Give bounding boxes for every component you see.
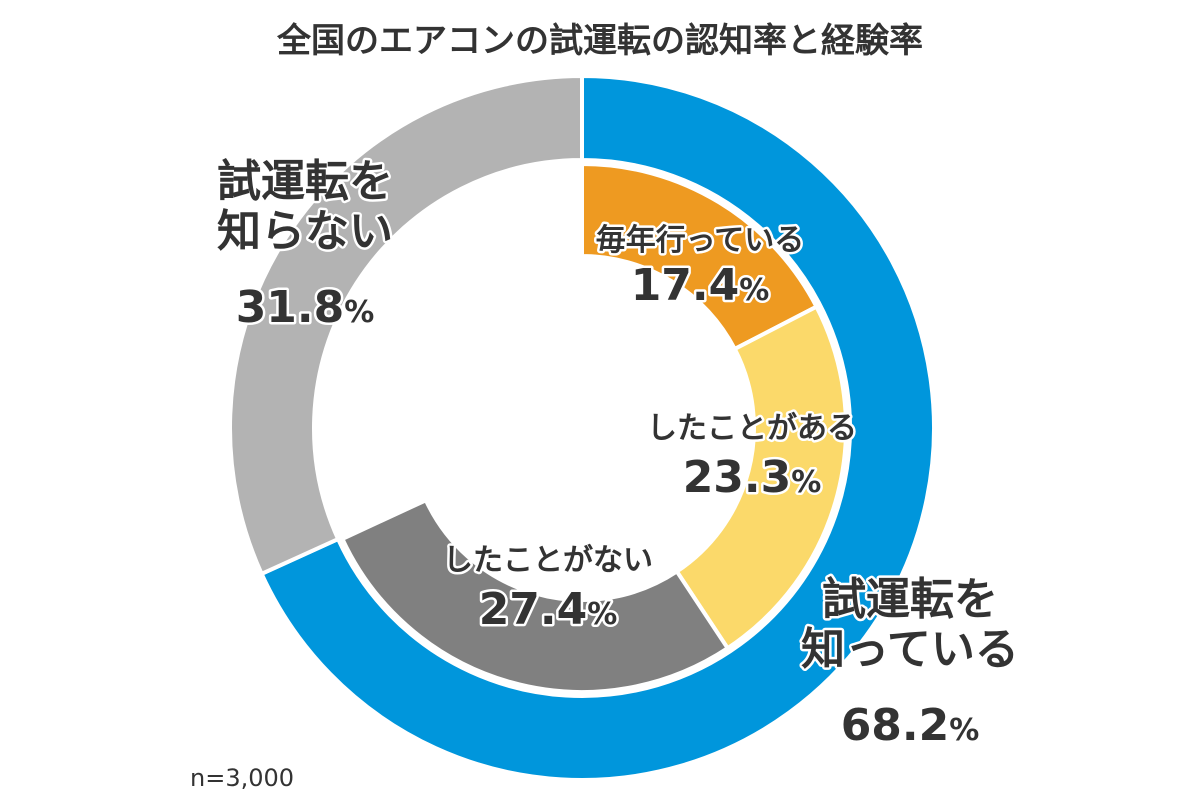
have-done-value: 23.3%: [683, 452, 822, 503]
unaware-label: 試運転を: [217, 156, 393, 207]
unaware-label: 知らない: [217, 206, 393, 257]
chart-title: 全国のエアコンの試運転の認知率と経験率: [276, 21, 923, 61]
never-done-value: 27.4%: [479, 584, 618, 635]
inner-slice-2: [339, 497, 731, 694]
never-done-label: したことがない: [443, 543, 653, 578]
aware-value: 68.2%: [841, 700, 980, 751]
outer-slice-0: [258, 73, 936, 782]
aware-label: 知っている: [801, 624, 1019, 675]
every-year-label: 毎年行っている: [596, 223, 805, 258]
outer-slice-1: [228, 73, 584, 577]
aware-label: 試運転を: [822, 574, 998, 625]
have-done-label: したことがある: [647, 411, 857, 446]
inner-slice-1: [674, 303, 848, 651]
sample-size-note: n=3,000: [190, 764, 294, 792]
